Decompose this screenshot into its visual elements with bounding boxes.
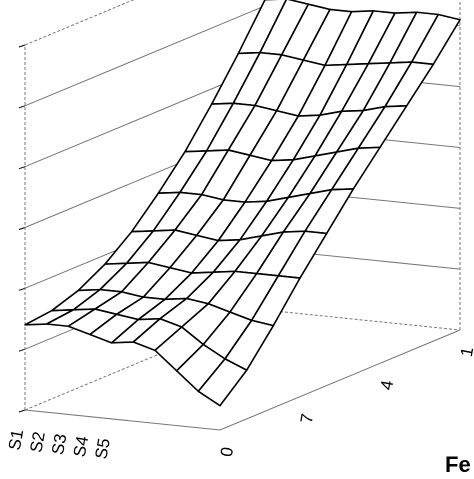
- x-tick-label: 4: [377, 379, 397, 392]
- tick-mark: [18, 227, 26, 230]
- series-label: S5: [92, 437, 114, 461]
- grid-line: [24, 0, 135, 46]
- series-label: S3: [48, 432, 70, 456]
- series-label: S2: [27, 430, 49, 454]
- axis-title: Fe: [445, 452, 471, 477]
- tick-mark: [18, 348, 26, 352]
- tick-mark: [18, 287, 26, 291]
- x-tick-label: 0: [217, 446, 237, 459]
- x-tick-label: 7: [297, 412, 317, 425]
- tick-mark: [18, 409, 26, 413]
- x-tick-label: 1: [457, 346, 474, 359]
- floor-edge: [24, 329, 461, 431]
- tick-mark: [18, 44, 26, 48]
- tick-mark: [18, 166, 26, 170]
- series-label: S4: [70, 435, 92, 459]
- surface-cell: [197, 358, 248, 407]
- series-label: S1: [5, 428, 27, 452]
- tick-mark: [18, 105, 26, 109]
